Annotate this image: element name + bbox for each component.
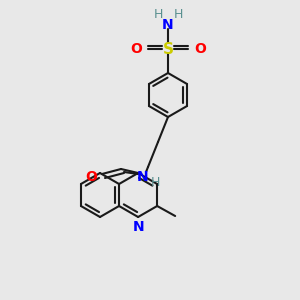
Text: O: O xyxy=(130,42,142,56)
Text: O: O xyxy=(194,42,206,56)
Text: O: O xyxy=(85,170,97,184)
Text: H: H xyxy=(150,176,160,190)
Text: H: H xyxy=(153,8,163,22)
Text: S: S xyxy=(163,41,173,56)
Text: N: N xyxy=(132,220,144,234)
Text: H: H xyxy=(173,8,183,22)
Text: N: N xyxy=(137,170,149,184)
Text: N: N xyxy=(162,18,174,32)
